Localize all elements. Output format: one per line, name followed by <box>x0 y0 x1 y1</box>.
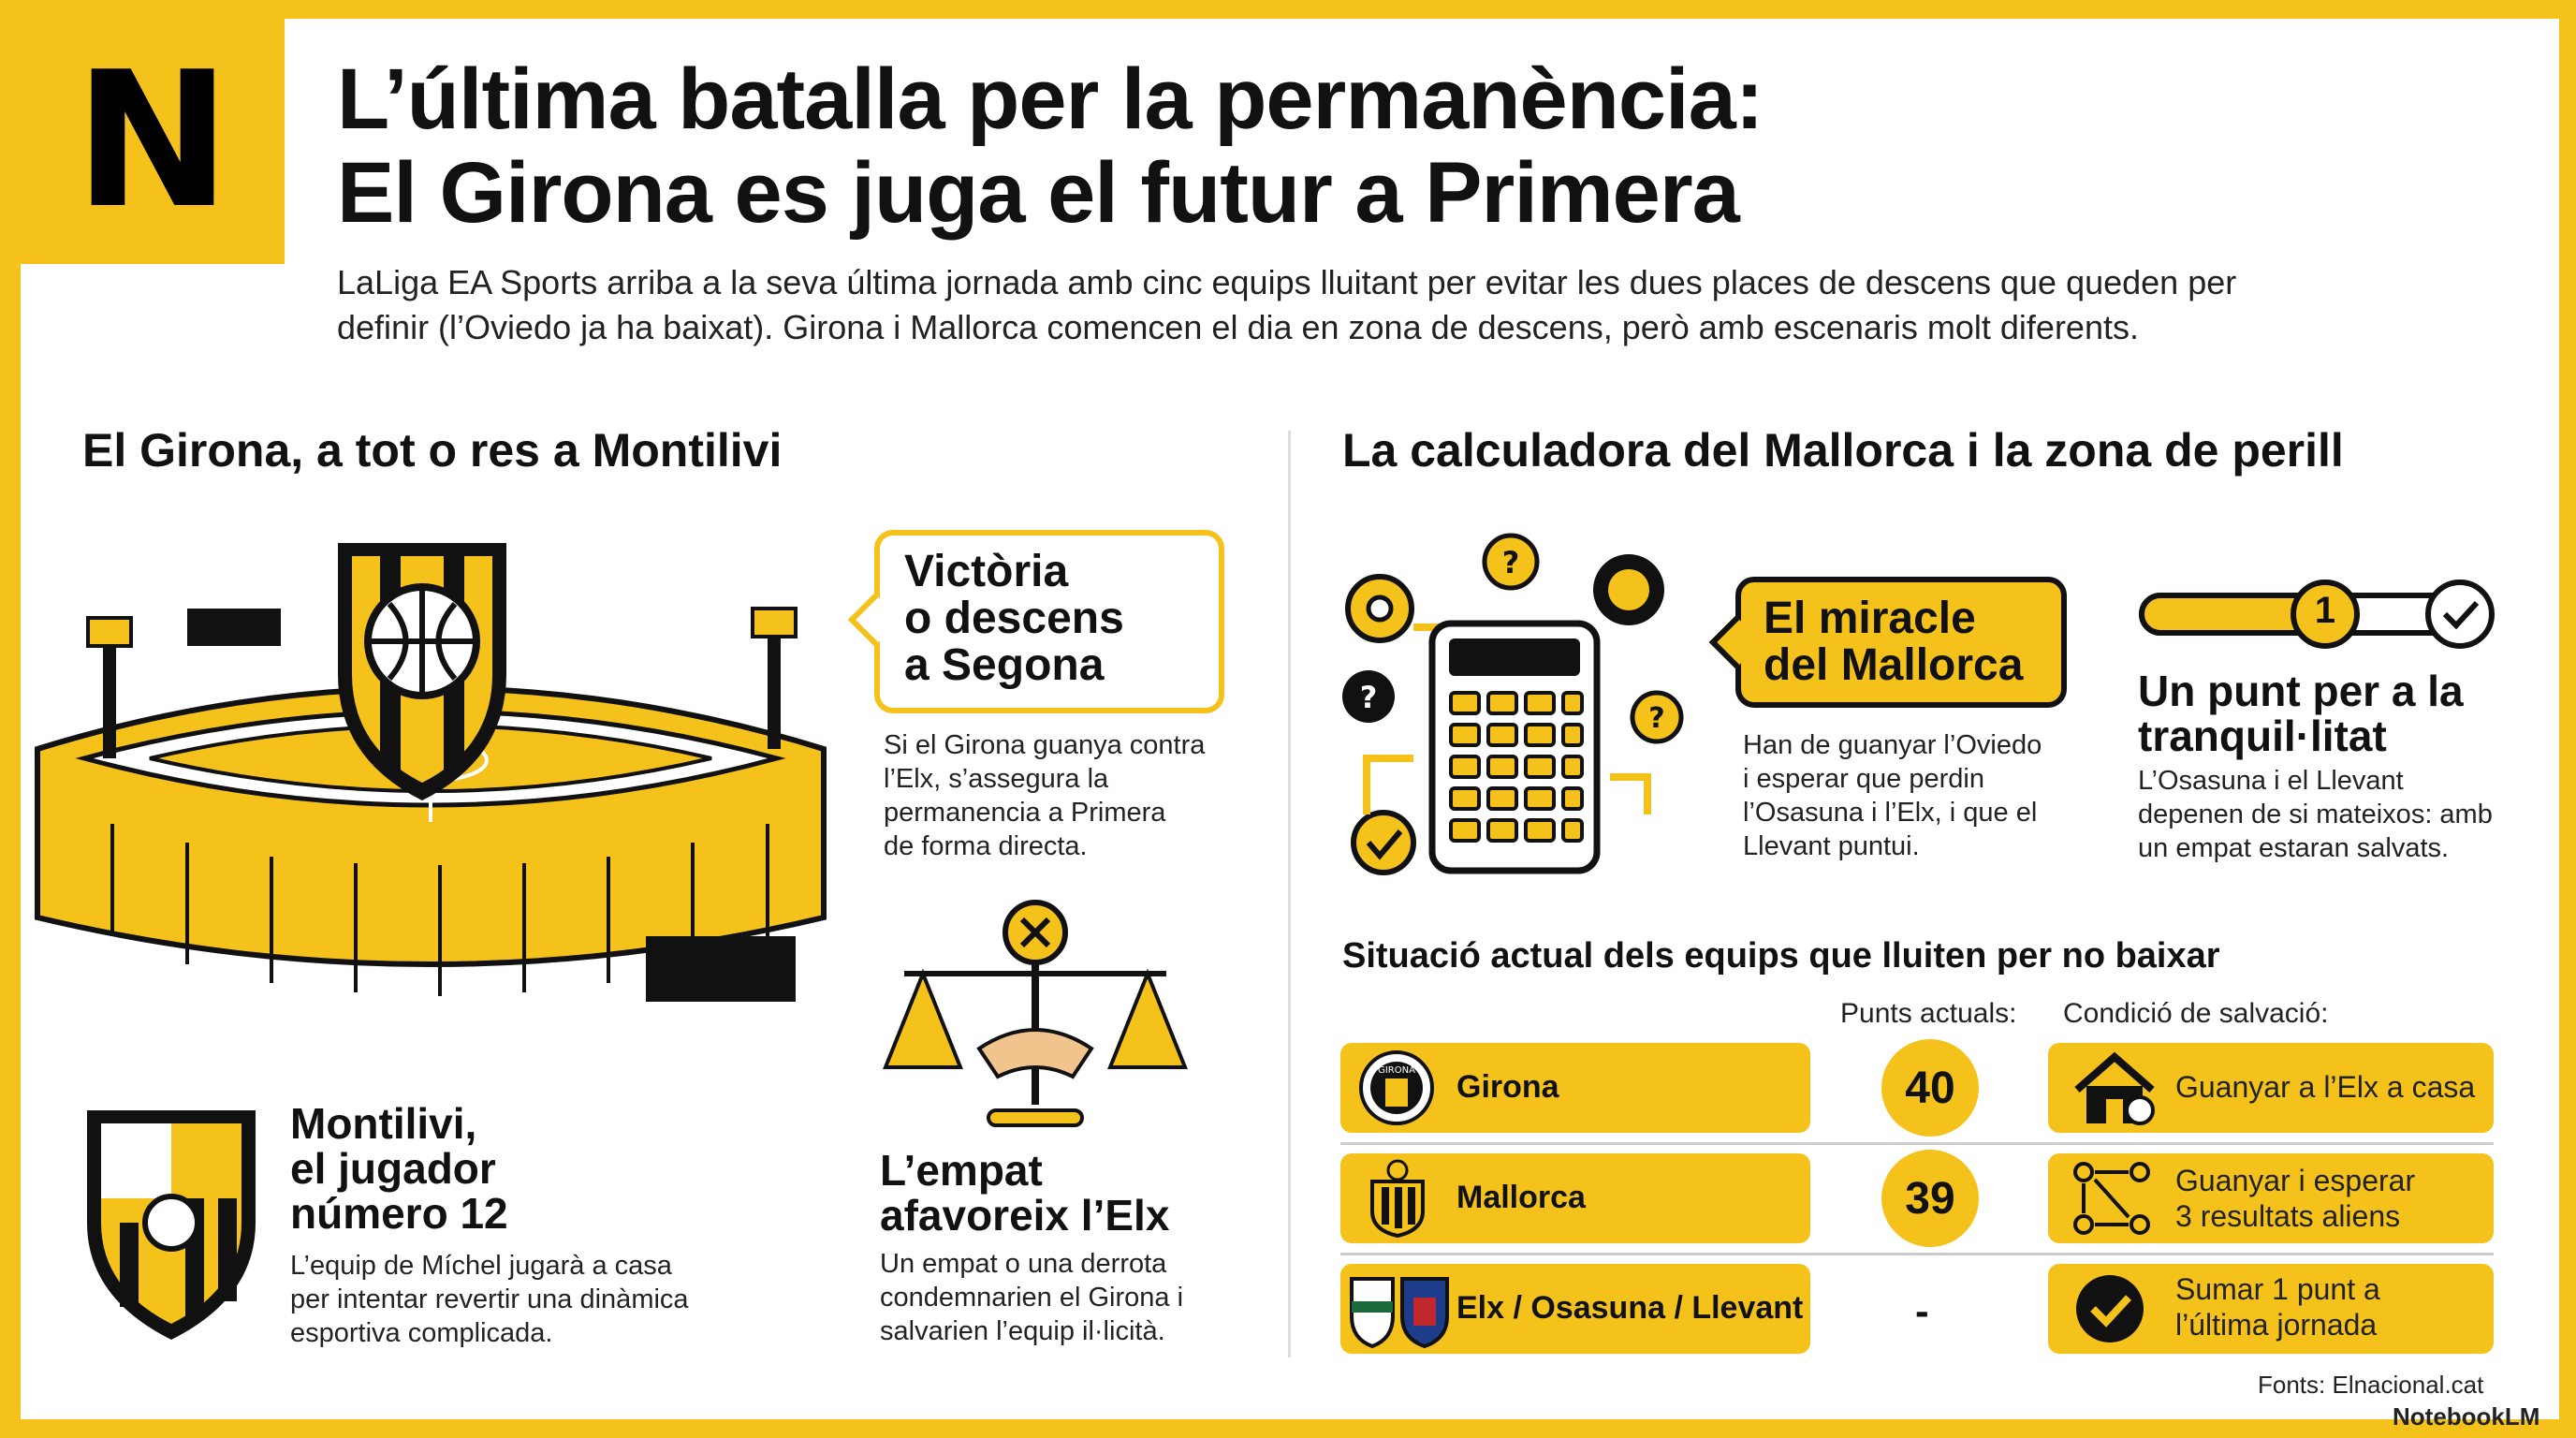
girona-shield-icon <box>338 543 506 800</box>
svg-text:?: ? <box>1360 680 1378 715</box>
table-row-divider <box>1340 1142 2494 1145</box>
table-row-divider <box>1340 1253 2494 1255</box>
scale-handshake-icon <box>883 900 1188 1127</box>
girona-crest-text: GIRONA <box>1378 1065 1415 1076</box>
table-row-team-label: Girona <box>1456 1069 1559 1105</box>
empat-title: L’empat afavoreix l’Elx <box>880 1146 1170 1240</box>
table-row-condition: Guanyar a l’Elx a casa <box>2175 1070 2476 1104</box>
table-row-points: - <box>1915 1288 1929 1334</box>
table-row-mallorca-condition-bar <box>2048 1153 2494 1243</box>
mallorca-miracle-title: El miracle del Mallorca <box>1764 594 2024 690</box>
right-section-heading: La calculadora del Mallorca i la zona de… <box>1342 424 2344 477</box>
svg-text:?: ? <box>1648 702 1664 735</box>
table-row-points: 39 <box>1881 1150 1979 1247</box>
one-point-badge: 1 <box>2314 590 2336 631</box>
stadium-illustration <box>35 607 827 1002</box>
one-point-progress-icon <box>2139 580 2495 649</box>
scenarios-arrows-icon <box>2073 1162 2150 1235</box>
empat-body: Un empat o una derrota condemnarien el G… <box>880 1249 1184 1346</box>
one-point-body: L’Osasuna i el Llevant depenen de si mat… <box>2138 766 2493 863</box>
source-credit: Fonts: Elnacional.cat <box>2258 1371 2484 1399</box>
table-row-points: 40 <box>1881 1039 1979 1137</box>
condition-column-header: Condició de salvació: <box>2063 998 2329 1029</box>
table-row-condition: Sumar 1 punt a l’última jornada <box>2175 1272 2380 1342</box>
girona-crest-icon: GIRONA <box>1359 1050 1434 1125</box>
victory-callout <box>847 530 1224 713</box>
mallorca-miracle-body: Han de guanyar l’Oviedo i esperar que pe… <box>1743 730 2042 861</box>
left-section-heading: El Girona, a tot o res a Montilivi <box>82 424 783 477</box>
mallorca-crest-icon <box>1370 1159 1425 1239</box>
calculator-illustration: ? ? ? <box>1342 533 1684 875</box>
montilivi-shield-icon <box>87 1110 256 1340</box>
montilivi-title: Montilivi, el jugador número 12 <box>290 1099 508 1238</box>
victory-callout-text: Victòria o descens a Segona <box>904 547 1124 690</box>
table-row-condition: Guanyar i esperar 3 resultats aliens <box>2175 1164 2416 1233</box>
notebooklm-brand: NotebookLM <box>2393 1402 2540 1431</box>
svg-text:?: ? <box>1502 545 1520 580</box>
check-circle-icon <box>2076 1275 2144 1343</box>
page-title: L’última batalla per la permanència: El … <box>337 51 1764 241</box>
victory-callout-body: Si el Girona guanya contra l’Elx, s’asse… <box>884 730 1206 861</box>
elnacional-logo: N <box>21 19 285 264</box>
home-icon <box>2074 1051 2155 1125</box>
section-divider <box>1288 431 1291 1357</box>
table-row-team-label: Elx / Osasuna / Llevant <box>1456 1290 1804 1326</box>
elx-osasuna-llevant-crests-icon <box>1350 1277 1449 1349</box>
table-heading: Situació actual dels equips que lluiten … <box>1342 936 2220 976</box>
mallorca-miracle-callout <box>1708 577 2067 708</box>
page-subtitle: LaLiga EA Sports arriba a la seva última… <box>337 263 2237 346</box>
montilivi-body: L’equip de Míchel jugarà a casa per inte… <box>290 1251 689 1348</box>
points-column-header: Punts actuals: <box>1840 998 2017 1029</box>
one-point-title: Un punt per a la tranquil·litat <box>2138 667 2464 760</box>
table-row-team-label: Mallorca <box>1456 1180 1586 1215</box>
